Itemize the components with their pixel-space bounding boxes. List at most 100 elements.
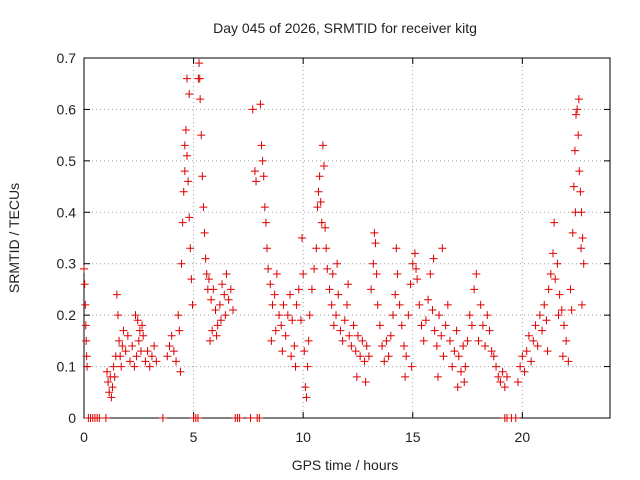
y-tick-label: 0 [68,410,76,426]
data-point [198,172,207,181]
data-point [392,244,401,253]
data-point [364,352,373,361]
data-point [518,352,527,361]
data-point [139,331,148,340]
data-point [81,300,90,309]
data-point [483,311,492,320]
data-point [187,275,196,284]
data-point [380,357,389,366]
data-point [352,372,361,381]
data-point [138,321,147,330]
data-point [470,285,479,294]
data-point [185,213,194,222]
data-point [108,383,117,392]
y-tick-label: 0.3 [57,256,77,272]
data-point [292,300,301,309]
data-point [478,321,487,330]
data-point [343,300,351,309]
data-point [310,264,319,273]
data-point [179,187,188,196]
data-point [369,259,378,268]
data-point [571,208,580,217]
data-point [143,347,152,356]
data-point [576,187,585,196]
data-point [287,352,296,361]
data-point [318,141,327,150]
data-point [404,311,413,320]
data-point [158,414,167,422]
data-point [132,352,141,361]
data-point [566,285,575,294]
data-point [195,74,204,83]
data-point [345,331,354,340]
data-point [372,270,381,278]
data-point [395,300,404,309]
data-point [263,244,272,253]
data-point [358,336,367,345]
data-point [407,362,416,371]
data-point [465,311,474,320]
data-point [204,275,213,284]
data-point [81,321,90,330]
y-tick-label: 0.4 [57,204,77,220]
x-tick-label: 10 [295,429,311,445]
data-point [472,270,481,278]
data-point [402,352,411,361]
data-point [321,223,330,232]
data-point [213,321,222,330]
data-point [197,131,206,140]
data-point [296,316,305,325]
data-point [399,342,408,350]
data-point [104,378,113,386]
data-point [481,342,490,350]
data-point [206,336,215,345]
data-point [524,331,533,340]
axis-ticks: 0 0.1 0.2 0.3 0.4 0.5 0.6 0.7 0 5 10 15 20 [57,50,610,445]
data-point [522,347,531,356]
data-point [362,342,371,350]
data-point [485,326,494,335]
data-point [333,259,342,268]
data-point [258,156,267,165]
data-point [529,336,538,345]
data-point [110,372,119,381]
data-point [193,414,202,422]
data-point [177,259,186,268]
data-point [535,311,544,320]
data-point [188,300,197,309]
y-tick-label: 0.6 [57,101,77,117]
data-point [570,146,579,155]
data-point [172,357,181,366]
data-point [221,311,230,320]
data-point [195,59,204,68]
data-point [235,414,244,422]
data-point [328,270,337,278]
plot-frame [83,57,611,419]
data-point [391,290,400,299]
data-point [349,321,358,330]
data-point [494,372,503,381]
data-point [275,311,284,320]
data-point [353,331,362,340]
data-point [433,372,442,381]
data-point [272,270,281,278]
data-point [117,362,126,371]
y-axis-label: SRMTID / TECUs [6,183,22,293]
data-point [183,151,192,160]
data-point [256,100,265,109]
data-point [453,383,462,392]
data-point [302,393,311,402]
data-point [215,300,224,309]
data-point [301,383,310,392]
data-point [145,362,154,371]
data-point [463,336,472,345]
data-point [533,342,542,350]
data-point [574,95,583,104]
data-point [196,95,205,104]
data-point [209,285,218,294]
data-point [452,326,461,335]
data-point [459,342,468,350]
y-tick-label: 0.7 [57,50,77,66]
data-point [208,326,217,335]
